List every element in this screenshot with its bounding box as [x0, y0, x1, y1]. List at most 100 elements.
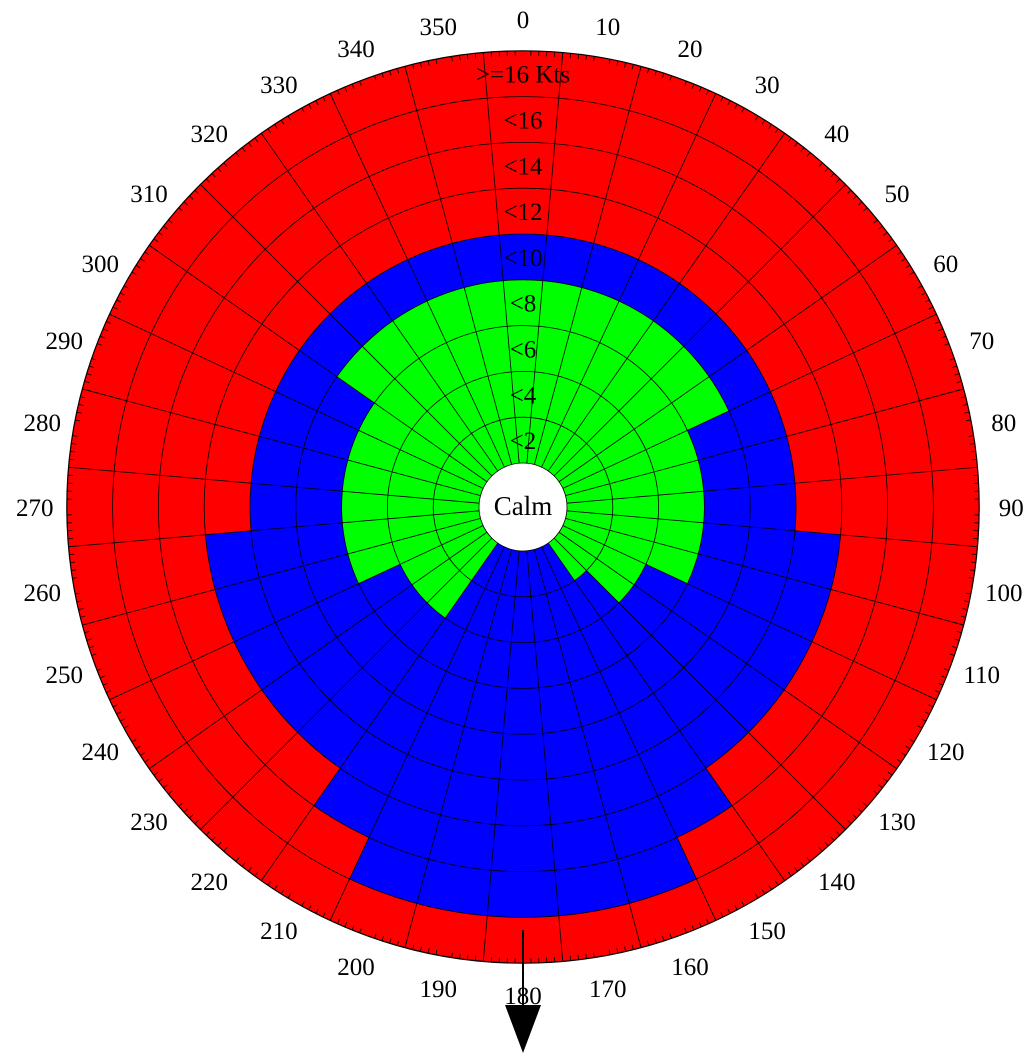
sector-red-310 [149, 184, 330, 351]
tick-mark [593, 952, 595, 958]
tick-mark [75, 592, 81, 595]
direction-label-320: 320 [190, 121, 228, 148]
tick-mark [112, 704, 118, 708]
sector-blue-30 [619, 259, 680, 321]
radial-gridline [526, 550, 564, 962]
tick-mark [968, 466, 978, 469]
tick-mark [838, 822, 846, 830]
tick-mark [337, 90, 340, 95]
radial-gridline [82, 518, 481, 626]
direction-label-310: 310 [130, 181, 168, 208]
tick-mark [761, 119, 766, 125]
sector-green-120 [559, 525, 646, 585]
ring-label: >=16 Kts [476, 62, 570, 89]
tick-mark [774, 128, 779, 134]
tick-mark [806, 152, 811, 157]
tick-mark [928, 313, 937, 319]
sector-green-90 [566, 491, 705, 523]
direction-label-190: 190 [419, 976, 457, 1003]
tick-mark [102, 682, 108, 686]
sector-red-80 [786, 388, 978, 484]
sector-blue-330 [366, 259, 427, 321]
radial-gridline [553, 537, 846, 830]
sector-blue-10 [542, 235, 594, 288]
radial-gridline [482, 550, 520, 962]
tick-mark [654, 70, 657, 76]
tick-mark [183, 808, 188, 813]
tick-mark [109, 313, 118, 319]
tick-mark [120, 292, 125, 296]
tick-mark [938, 682, 944, 686]
tick-mark [68, 466, 78, 469]
sector-red-260 [68, 534, 216, 626]
tick-mark [727, 100, 731, 106]
ring-label: <16 [503, 108, 542, 135]
sector-green-70 [562, 430, 699, 496]
tick-mark [863, 207, 868, 212]
sector-red-350 [404, 52, 500, 244]
tick-mark [404, 66, 408, 76]
sector-green-330 [392, 301, 505, 471]
direction-label-160: 160 [671, 954, 709, 981]
tick-mark [70, 561, 76, 563]
tick-mark [761, 889, 766, 895]
tick-mark [905, 264, 911, 269]
tick-mark [183, 201, 188, 206]
tick-mark [896, 251, 902, 256]
sector-green-300 [358, 402, 487, 489]
sector-blue-250 [215, 553, 359, 642]
tick-mark [131, 739, 137, 743]
sector-blue-300 [275, 350, 375, 431]
radial-gridline [558, 245, 897, 483]
tick-mark [474, 955, 477, 961]
tick-mark [168, 790, 173, 795]
tick-mark [669, 75, 672, 81]
tick-mark [824, 167, 829, 172]
radial-gridline [261, 542, 499, 881]
tick-mark [741, 107, 745, 113]
tick-mark [960, 396, 966, 399]
tick-mark [99, 335, 105, 339]
tick-mark [917, 285, 923, 289]
tick-mark [96, 668, 102, 671]
sector-blue-340 [407, 243, 465, 302]
tick-mark [149, 245, 157, 251]
tick-mark [755, 893, 759, 899]
sector-blue-60 [709, 350, 771, 411]
tick-mark [924, 711, 930, 715]
tick-mark [389, 70, 392, 76]
radial-gridline [149, 531, 488, 769]
tick-mark [381, 935, 384, 941]
tick-mark [178, 802, 183, 807]
direction-labels: 0 10 20 30 40 50 60 70 80 90 100 110 120 130 140 150 160… [16, 7, 1024, 1010]
tick-mark [419, 946, 422, 952]
ring-label: <8 [510, 291, 537, 318]
tick-mark [858, 808, 863, 813]
direction-label-30: 30 [755, 72, 780, 99]
tick-mark [205, 831, 210, 836]
tick-mark [287, 115, 291, 121]
tick-mark [153, 238, 159, 243]
direction-label-20: 20 [677, 36, 702, 63]
tick-mark [235, 152, 240, 157]
tick-mark [254, 871, 259, 877]
tick-mark [935, 321, 940, 324]
tick-mark [779, 873, 785, 881]
radial-gridline [526, 52, 564, 464]
direction-label-170: 170 [589, 976, 627, 1003]
sector-red-340 [330, 66, 453, 260]
tick-mark [404, 938, 408, 948]
sector-green-60 [559, 376, 729, 489]
tick-mark [818, 162, 823, 167]
tick-mark [928, 704, 934, 708]
tick-mark [577, 954, 579, 960]
tick-mark [616, 60, 619, 66]
tick-mark [76, 411, 82, 414]
sector-red-150 [677, 805, 785, 921]
ring-label: <10 [503, 245, 542, 272]
tick-mark [211, 173, 216, 178]
tick-mark [698, 922, 702, 928]
sector-green-280 [342, 460, 481, 504]
tick-mark [412, 64, 415, 70]
direction-label-70: 70 [969, 328, 994, 355]
